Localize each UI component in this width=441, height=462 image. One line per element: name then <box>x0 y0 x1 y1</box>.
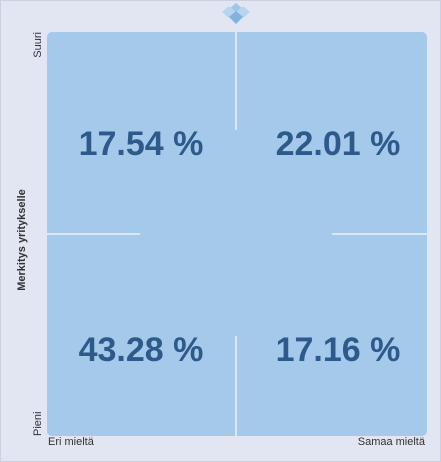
x-left-label: Eri mieltä <box>48 436 95 448</box>
y-axis-label: Merkitys yritykselle <box>16 189 28 291</box>
quadrant-value: 17.54 % <box>79 125 204 163</box>
quadrant-value: 17.16 % <box>276 331 401 369</box>
quadrant-value: 22.01 % <box>276 125 401 163</box>
y-bottom-label: Pieni <box>32 412 44 436</box>
y-top-label: Suuri <box>32 32 44 58</box>
logo <box>222 3 250 24</box>
divider-lines <box>47 32 427 436</box>
quadrant-value: 43.28 % <box>79 331 204 369</box>
panel <box>47 32 427 436</box>
x-right-label: Samaa mieltä <box>358 436 426 448</box>
